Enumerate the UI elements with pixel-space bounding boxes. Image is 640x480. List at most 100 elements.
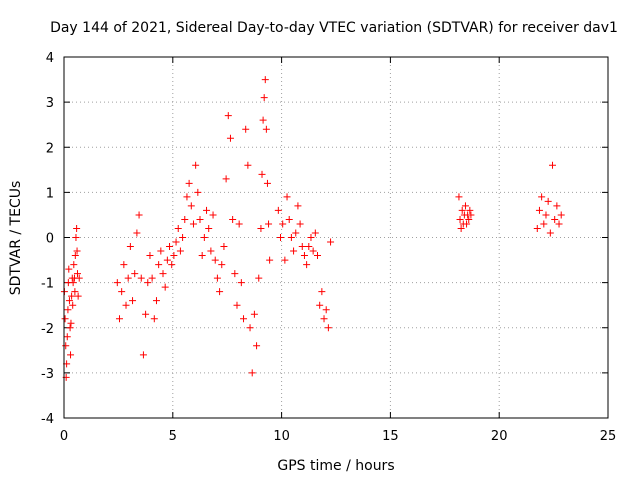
grid — [64, 57, 608, 418]
data-point — [224, 112, 232, 120]
data-point — [200, 234, 208, 241]
data-point — [174, 224, 182, 232]
data-point — [246, 324, 254, 332]
data-point — [305, 243, 313, 251]
data-point — [231, 270, 239, 278]
axis-ticks: 0 5 10 15 20 25 -4 -3 -2 -1 0 1 2 3 4 — [41, 51, 616, 444]
data-point — [260, 94, 268, 102]
data-point — [274, 206, 282, 214]
data-point — [244, 161, 252, 169]
data-point — [311, 229, 319, 237]
data-point — [181, 215, 189, 223]
data-point — [61, 315, 69, 323]
x-tick-label: 15 — [382, 429, 399, 444]
data-point — [455, 193, 463, 201]
y-axis-label: SDTVAR / TECUs — [8, 181, 24, 296]
data-point — [229, 215, 237, 223]
data-point — [242, 125, 250, 133]
data-point — [294, 202, 302, 210]
chart-title: Day 144 of 2021, Sidereal Day-to-day VTE… — [50, 20, 618, 36]
data-point — [65, 265, 73, 273]
data-point — [222, 175, 230, 183]
data-point — [183, 193, 191, 201]
data-point — [546, 229, 554, 237]
data-point — [137, 274, 145, 282]
data-point — [257, 224, 265, 232]
data-point — [62, 342, 70, 350]
y-tick-label: 1 — [46, 186, 54, 201]
data-point — [198, 252, 206, 260]
data-point — [287, 234, 295, 241]
data-point — [253, 342, 261, 350]
data-point — [71, 252, 79, 260]
data-point — [133, 229, 141, 237]
data-point — [159, 270, 167, 278]
data-point — [220, 243, 228, 251]
data-point — [146, 252, 154, 260]
data-point — [320, 315, 328, 323]
data-point — [235, 220, 243, 228]
data-point — [318, 288, 326, 296]
x-tick-label: 25 — [600, 429, 617, 444]
data-point — [66, 324, 74, 332]
data-point — [324, 324, 332, 332]
data-point — [300, 252, 308, 260]
data-point — [466, 206, 474, 214]
data-point — [179, 234, 187, 241]
data-point — [113, 279, 121, 287]
x-tick-label: 0 — [60, 429, 68, 444]
data-point — [144, 279, 152, 287]
data-point — [131, 270, 139, 278]
data-point — [170, 252, 178, 260]
data-point — [250, 310, 258, 318]
data-point — [168, 261, 176, 269]
data-point — [281, 256, 289, 264]
data-point — [456, 215, 464, 223]
data-point — [118, 288, 126, 296]
y-tick-label: 4 — [46, 51, 54, 66]
data-point — [155, 261, 163, 269]
data-point — [265, 220, 273, 228]
data-point — [266, 256, 274, 264]
data-point — [189, 220, 197, 228]
data-point — [65, 297, 73, 305]
data-point — [290, 247, 298, 255]
data-point — [540, 220, 548, 228]
data-point — [261, 76, 269, 84]
data-point — [535, 206, 543, 214]
data-point — [196, 215, 204, 223]
x-tick-label: 5 — [169, 429, 177, 444]
data-point — [124, 274, 132, 282]
data-point — [69, 279, 77, 287]
data-point — [211, 256, 219, 264]
data-point — [465, 215, 473, 223]
data-point — [64, 306, 72, 314]
data-point — [544, 197, 552, 205]
data-point — [309, 247, 317, 255]
data-point — [283, 193, 291, 201]
data-point — [129, 297, 137, 305]
data-point — [207, 247, 215, 255]
data-point — [240, 315, 248, 323]
data-point — [203, 206, 211, 214]
data-point — [166, 243, 174, 251]
data-point — [74, 292, 82, 300]
data-point — [120, 261, 128, 269]
data-point — [237, 279, 245, 287]
data-point — [150, 315, 158, 323]
plot-frame — [63, 56, 609, 419]
data-point — [213, 274, 221, 282]
data-point — [233, 301, 241, 309]
data-point — [205, 224, 213, 232]
data-point — [553, 202, 561, 210]
data-point — [73, 224, 81, 232]
x-axis-label: GPS time / hours — [277, 458, 394, 474]
data-point — [285, 215, 293, 223]
data-point — [458, 206, 466, 214]
data-point — [316, 301, 324, 309]
data-point — [327, 238, 335, 246]
data-point — [185, 179, 193, 187]
data-point — [172, 238, 180, 246]
y-tick-label: -4 — [41, 412, 54, 427]
